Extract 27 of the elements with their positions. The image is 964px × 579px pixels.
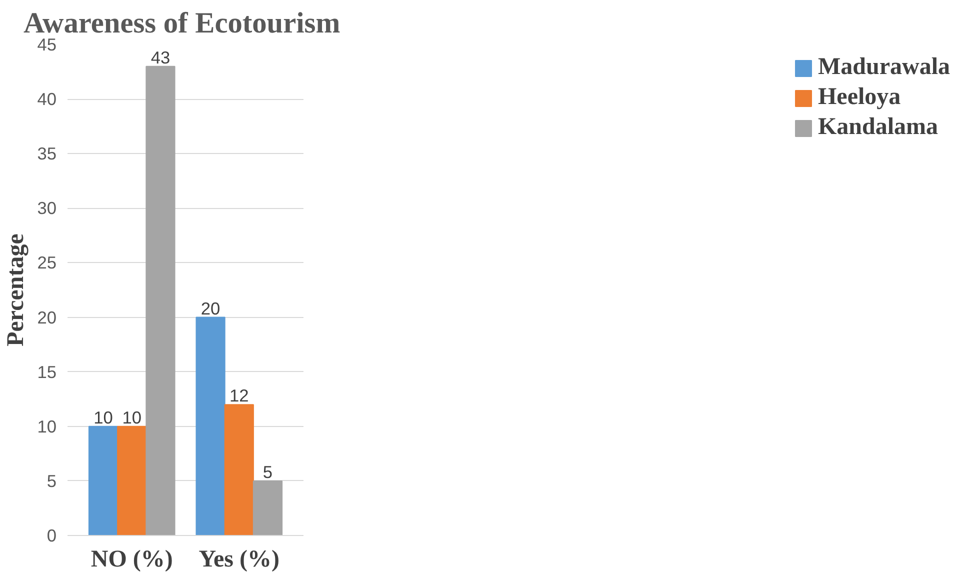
data-label: 43: [150, 47, 170, 68]
x-tick-label: Yes (%): [198, 546, 280, 572]
y-tick-label: 35: [37, 144, 57, 164]
legend-label: Madurawala: [818, 54, 950, 81]
bar: [224, 404, 254, 536]
y-axis-title: Percentage: [3, 233, 30, 346]
x-tick-label: NO (%): [90, 546, 173, 572]
legend-label: Kandalama: [818, 114, 938, 141]
y-tick-label: 10: [37, 416, 57, 436]
bar: [146, 66, 176, 536]
data-label: 12: [230, 386, 249, 406]
data-label: 10: [94, 407, 113, 428]
bar: [117, 426, 147, 536]
y-tick-label: 5: [46, 470, 57, 491]
y-tick-label: 25: [37, 252, 57, 273]
y-tick-label: 30: [37, 198, 57, 218]
y-tick-label: 15: [37, 362, 57, 382]
bar: [252, 480, 283, 536]
data-label: 5: [262, 462, 273, 482]
y-tick-label: 0: [46, 526, 57, 546]
bar: [196, 316, 226, 536]
data-label: 20: [200, 298, 220, 318]
y-tick-label: 20: [37, 307, 57, 328]
y-tick-label: 40: [37, 89, 57, 110]
bar: [88, 426, 118, 536]
data-label: 10: [122, 407, 142, 428]
legend-label: Heeloya: [818, 84, 901, 111]
